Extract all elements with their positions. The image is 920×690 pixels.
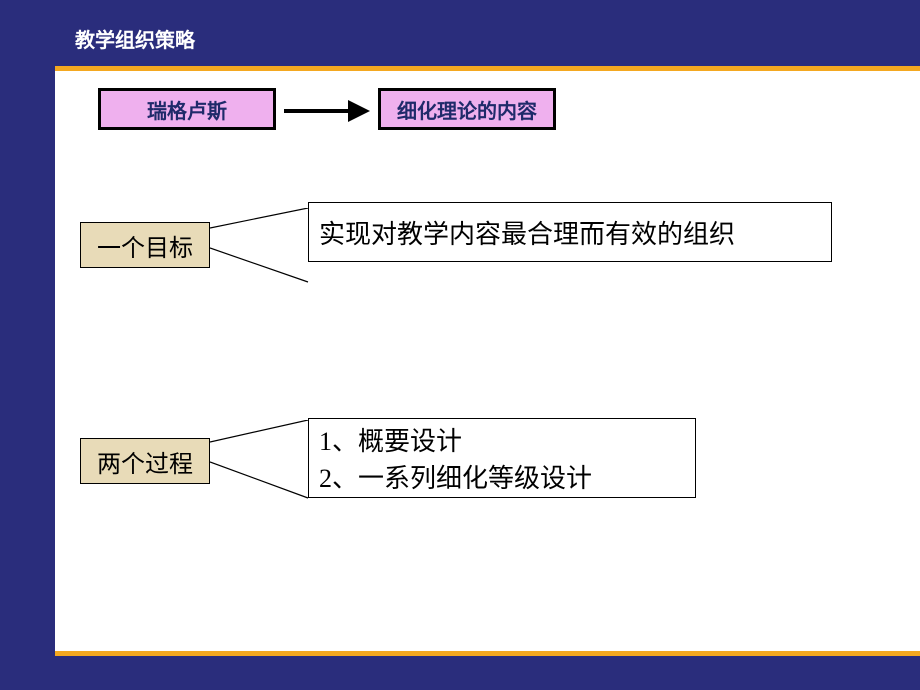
flow-box-theory: 细化理论的内容 [378,88,556,130]
desc-process-line2: 2、一系列细化等级设计 [319,458,685,495]
desc-goal: 实现对教学内容最合理而有效的组织 [308,202,832,262]
tag-goal: 一个目标 [80,222,210,268]
callout-connector-2 [210,420,310,500]
callout-connector-1 [210,208,310,284]
content-area [55,71,920,651]
desc-process-line1: 1、概要设计 [319,421,685,458]
tag-process: 两个过程 [80,438,210,484]
flow-box-author: 瑞格卢斯 [98,88,276,130]
desc-process: 1、概要设计 2、一系列细化等级设计 [308,418,696,498]
flow-box-author-label: 瑞格卢斯 [147,95,227,124]
desc-goal-text: 实现对教学内容最合理而有效的组织 [319,214,821,251]
arrow-icon [284,104,374,118]
accent-bar-bottom [55,651,920,656]
tag-process-label: 两个过程 [97,444,193,479]
tag-goal-label: 一个目标 [97,228,193,263]
flow-box-theory-label: 细化理论的内容 [397,95,537,124]
slide-title: 教学组织策略 [0,0,920,53]
